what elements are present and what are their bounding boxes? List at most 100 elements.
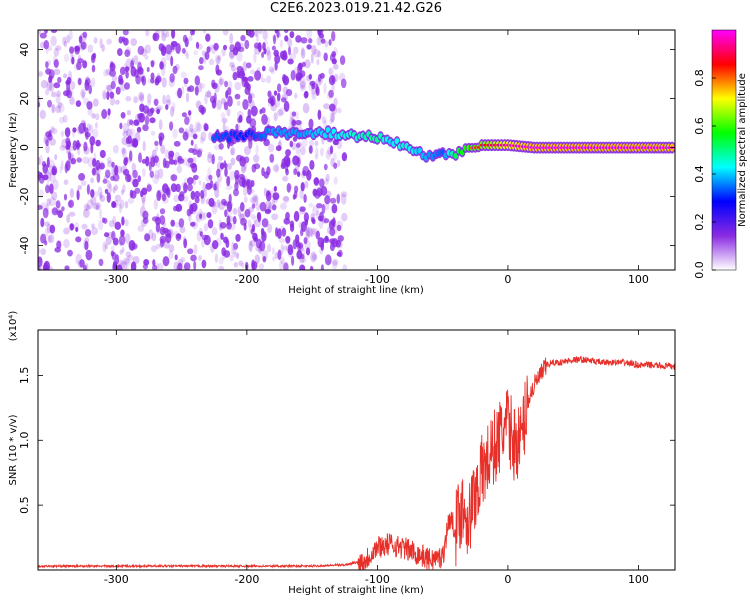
spectrogram-noise-blob: [82, 156, 90, 164]
spectrogram-noise-blob: [237, 206, 242, 217]
spectrogram-noise-blob: [137, 45, 145, 56]
spectrogram-noise-blob: [280, 162, 286, 170]
spectrogram-noise-blob: [211, 79, 216, 88]
spectrogram-noise-blob: [59, 165, 63, 174]
spectrogram-noise-blob: [303, 237, 308, 245]
spectrogram-noise-blob: [287, 58, 294, 65]
spectrogram-noise-blob: [340, 78, 347, 89]
snr-y-ticks: 0.5 1.0 1.5: [18, 367, 675, 514]
spectrogram-noise-blob: [221, 247, 227, 256]
spectrogram-noise-blob: [158, 119, 163, 130]
spectrogram-noise-blob: [56, 90, 61, 97]
spectrogram-noise-blob: [134, 69, 139, 78]
colorbar: 0.0 0.2 0.4 0.6 0.8 Normalized spectral ampl…: [693, 29, 748, 279]
spectrogram-noise-blob: [295, 111, 299, 120]
spectrogram-noise-blob: [68, 211, 76, 217]
spectrogram-noise-blob: [90, 77, 96, 88]
spectrogram-noise-blob: [333, 73, 339, 83]
spectrogram-noise-blob: [265, 199, 272, 209]
spectrogram-noise-blob: [90, 196, 97, 206]
spectrogram-noise-blob: [111, 201, 116, 208]
spectrogram-noise-blob: [279, 260, 284, 270]
spectrogram-noise-blob: [40, 233, 47, 244]
spectrogram-noise-blob: [226, 201, 233, 213]
spectrogram-noise-blob: [64, 35, 71, 44]
spectrogram-noise-blob: [44, 30, 48, 34]
spectrogram-noise-blob: [311, 45, 317, 55]
spectrogram-noise-blob: [271, 187, 276, 197]
spectrogram-noise-blob: [130, 190, 137, 199]
spectrogram-noise-blob: [43, 266, 50, 270]
spectrogram-noise-blob: [99, 194, 106, 203]
spectrogram-noise-blob: [153, 262, 159, 270]
spectrogram-noise-blob: [290, 120, 295, 126]
snr-series-line: [38, 355, 675, 570]
spectrogram-noise-blob: [152, 259, 156, 267]
spectrogram-noise-blob: [131, 162, 136, 173]
spectrogram-noise-blob: [114, 239, 121, 246]
spectrogram-noise-blob: [75, 142, 82, 148]
y-tick-label: 1.5: [18, 367, 31, 385]
spectrogram-noise-blob: [277, 249, 282, 261]
spectrogram-noise-blob: [199, 57, 204, 65]
spectrogram-noise-blob: [45, 139, 49, 147]
spectrogram-noise-blob: [60, 160, 64, 170]
spectrogram-noise-blob: [337, 235, 344, 242]
spectrogram-noise-blob: [53, 68, 61, 76]
spectrogram-noise-blob: [302, 137, 308, 148]
spectrogram-noise-blob: [102, 89, 107, 100]
spectrogram-noise-blob: [40, 217, 45, 228]
spectrogram-noise-blob: [299, 206, 306, 212]
spectrogram-noise-blob: [208, 174, 213, 181]
spectrogram-noise-blob: [139, 94, 145, 103]
spectrogram-noise-blob: [204, 94, 208, 105]
spectrogram-noise-blob: [205, 182, 212, 190]
spectrogram-noise-blob: [91, 227, 99, 236]
spectrogram-noise-blob: [83, 146, 90, 155]
spectrogram-noise-blob: [51, 165, 58, 176]
spectrogram-noise-blob: [159, 235, 167, 244]
spectrogram-noise-blob: [181, 47, 186, 54]
spectrogram-noise-blob: [331, 203, 338, 214]
spectrogram-noise-blob: [314, 140, 319, 147]
spectrogram-noise-blob: [91, 223, 95, 229]
spectrogram-noise-blob: [201, 259, 207, 269]
spectrogram-noise-blob: [194, 196, 200, 204]
spectrogram-noise-blob: [303, 193, 307, 203]
spectrogram-noise-blob: [244, 39, 250, 50]
spectrogram-noise-blob: [122, 184, 126, 193]
spectrogram-noise-blob: [226, 206, 233, 217]
spectrogram-noise-blob: [179, 226, 186, 234]
y-tick-label: 20: [18, 92, 31, 106]
spectrogram-noise-blob: [190, 221, 196, 227]
spectrogram-noise-blob: [212, 240, 219, 250]
spectrogram-noise-blob: [119, 66, 126, 76]
spectrogram-noise-blob: [211, 203, 218, 215]
spectrogram-noise-blob: [48, 75, 53, 83]
spectrogram-noise-blob: [165, 104, 169, 110]
spectrogram-noise-blob: [174, 63, 180, 71]
spectrogram-noise-blob: [199, 82, 206, 89]
spectrogram-noise-blob: [262, 42, 266, 51]
spectrogram-noise-blob: [233, 188, 239, 197]
spectrogram-noise-blob: [231, 64, 236, 72]
spectrogram-noise-blob: [56, 240, 62, 249]
spectrogram-noise-blob: [207, 219, 214, 229]
spectrogram-noise-blob: [306, 30, 313, 39]
spectrogram-noise-blob: [59, 116, 65, 124]
spectrogram-noise-blob: [77, 125, 83, 135]
spectrogram-noise-blob: [65, 144, 71, 150]
spectrogram-noise-blob: [125, 137, 130, 144]
spectrogram-noise-blob: [46, 223, 52, 234]
spectrogram-noise-blob: [198, 65, 204, 71]
spectrogram-noise-blob: [285, 235, 291, 244]
spectrogram-noise-blob: [335, 240, 342, 248]
spectrogram-noise-blob: [228, 80, 233, 91]
spectrogram-noise-blob: [222, 250, 226, 260]
spectrogram-noise-blob: [203, 30, 207, 34]
spectrogram-noise-blob: [299, 189, 304, 200]
spectrogram-noise-blob: [311, 89, 317, 101]
spectrogram-noise-blob: [125, 265, 129, 270]
spectrogram-noise-blob: [273, 90, 278, 96]
spectrogram-noise-blob: [268, 143, 275, 153]
